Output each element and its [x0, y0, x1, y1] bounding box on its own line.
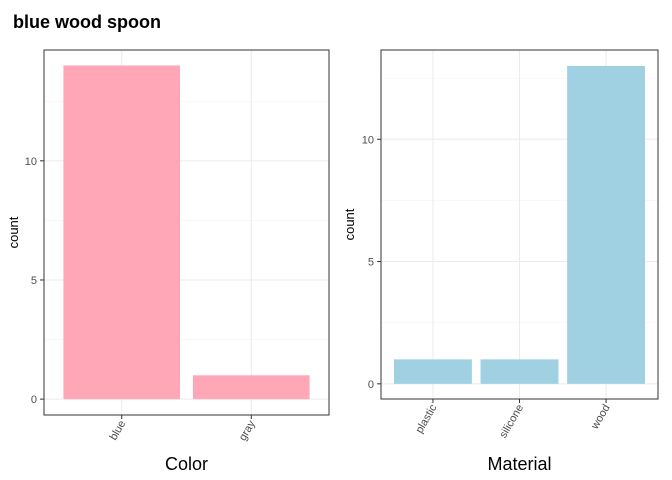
y-axis-label: count — [6, 216, 21, 248]
x-tick-label: blue — [108, 419, 129, 443]
material-count-chart: 0 5 10 plastic silicone wood count Material — [342, 49, 659, 474]
bar-silicone — [480, 359, 559, 384]
y-tick-label: 5 — [368, 257, 374, 269]
x-tick-label: gray — [237, 418, 258, 443]
x-axis-label: Color — [165, 454, 208, 474]
bar-plastic — [393, 359, 472, 384]
bar-gray — [192, 375, 310, 400]
color-count-chart: 0 5 10 blue gray count Color — [6, 49, 330, 474]
bar-blue — [63, 65, 181, 400]
bar-wood — [567, 65, 646, 384]
y-tick-label: 0 — [31, 394, 37, 406]
chart-title: blue wood spoon — [13, 12, 161, 32]
panel-border — [43, 49, 330, 416]
x-axis-label: Material — [487, 454, 551, 474]
x-tick-label: plastic — [414, 402, 440, 435]
x-tick-label: wood — [589, 403, 613, 433]
y-tick-label: 10 — [362, 134, 374, 146]
y-tick-label: 10 — [25, 156, 37, 168]
y-tick-label: 0 — [368, 379, 374, 391]
y-axis-label: count — [342, 208, 357, 240]
x-tick-label: silicone — [497, 403, 526, 441]
y-tick-label: 5 — [31, 275, 37, 287]
